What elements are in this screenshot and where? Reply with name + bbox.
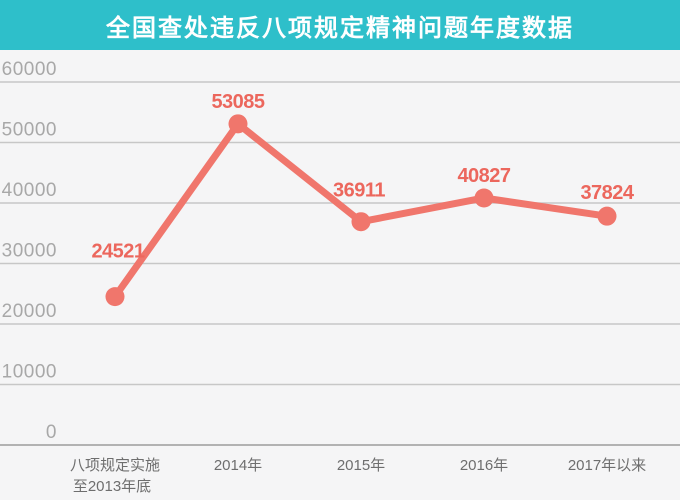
- data-point: [351, 212, 371, 232]
- chart-title-banner: 全国查处违反八项规定精神问题年度数据: [0, 0, 680, 50]
- data-point-label: 53085: [211, 91, 264, 113]
- y-axis-tick-label: 20000: [2, 301, 57, 322]
- data-point: [105, 287, 125, 307]
- data-point: [597, 206, 617, 226]
- data-point: [474, 188, 494, 208]
- data-point: [228, 114, 248, 134]
- y-axis-tick-label: 50000: [2, 120, 57, 141]
- y-axis-tick-label: 40000: [2, 180, 57, 201]
- x-axis-category-label: 八项规定实施至2013年底: [70, 457, 160, 495]
- y-axis-tick-label: 60000: [2, 59, 57, 80]
- y-axis-tick-label: 30000: [2, 241, 57, 262]
- y-axis-tick-label: 0: [46, 422, 57, 443]
- x-axis-category-label: 2016年: [460, 457, 508, 474]
- data-line: [111, 120, 611, 301]
- y-axis-tick-label: 10000: [2, 362, 57, 383]
- data-point-label: 24521: [91, 241, 144, 263]
- x-axis-category-label: 2014年: [214, 457, 262, 474]
- data-point-label: 36911: [333, 180, 385, 202]
- data-point-label: 40827: [457, 165, 510, 187]
- x-axis-category-label: 2017年以来: [568, 457, 646, 474]
- x-axis-category-label: 2015年: [337, 457, 385, 474]
- chart-title: 全国查处违反八项规定精神问题年度数据: [106, 14, 574, 42]
- data-point-label: 37824: [580, 182, 634, 204]
